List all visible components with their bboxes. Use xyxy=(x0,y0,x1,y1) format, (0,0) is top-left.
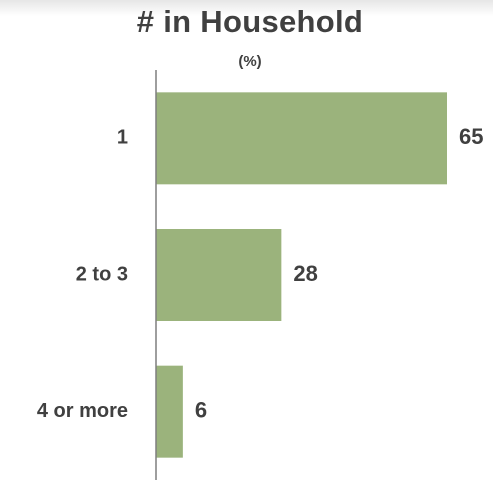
bar-2-to-3 xyxy=(156,229,282,321)
chart-subtitle: (%) xyxy=(238,53,262,70)
data-label-2-to-3: 28 xyxy=(293,261,317,286)
category-label-1: 1 xyxy=(117,127,128,149)
bar-4-or-more xyxy=(156,365,183,458)
data-label-4-or-more: 6 xyxy=(195,397,207,422)
bar-1 xyxy=(156,92,447,185)
bars xyxy=(156,92,447,458)
category-label-2-to-3: 2 to 3 xyxy=(76,263,128,285)
labels: 1 65 2 to 3 28 4 or more 6 xyxy=(37,124,484,422)
category-label-4-or-more: 4 or more xyxy=(37,400,128,422)
chart-title: # in Household xyxy=(136,4,364,39)
data-label-1: 65 xyxy=(459,124,483,149)
